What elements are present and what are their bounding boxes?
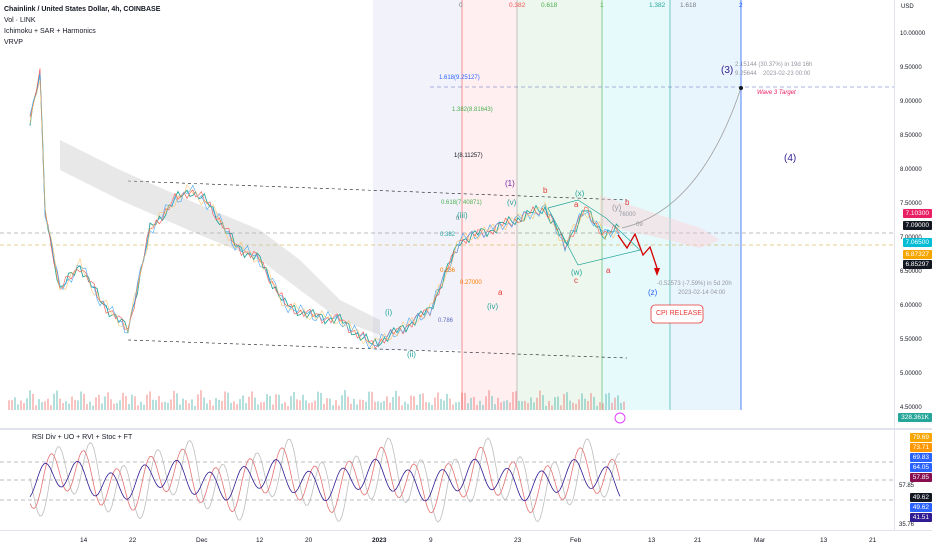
- fib-level-label: 0.382: [440, 232, 455, 238]
- fib-time-label: 0.618: [541, 2, 557, 9]
- wave-label: (i): [385, 308, 392, 317]
- wave3-target-label: Wave 3 Target: [757, 90, 796, 96]
- price-tick: 4.50000: [900, 405, 922, 411]
- osc-badge: 49.62: [910, 503, 932, 512]
- wave-label: (1): [505, 179, 515, 188]
- osc-badge: 64.05: [910, 463, 932, 472]
- fib-time-label: 0.382: [509, 2, 525, 9]
- wave-label: b: [543, 186, 547, 195]
- indicator-ichimoku[interactable]: Ichimoku + SAR + Harmonics: [4, 26, 160, 37]
- projection-down-date: 2023-02-14 04:00: [678, 290, 725, 296]
- wave-label: c: [574, 276, 578, 285]
- fib-time-zones: [373, 0, 741, 410]
- price-axis[interactable]: USD 10.00000 9.50000 9.00000 8.50000 8.00000…: [894, 0, 932, 428]
- price-tick: 6.00000: [900, 303, 922, 309]
- osc-badge: 49.62: [910, 493, 932, 502]
- osc-tick: 35.76: [899, 522, 914, 528]
- fib-level-label: 0.236: [440, 268, 455, 274]
- wave-label: a: [498, 288, 502, 297]
- fib-level-label: 0.786: [438, 318, 453, 324]
- wave-label: (v): [507, 198, 516, 207]
- wave-label: (ii): [407, 350, 416, 359]
- symbol-title[interactable]: Chainlink / United States Dollar, 4h, CO…: [4, 4, 160, 15]
- wave-label: (3): [721, 65, 733, 76]
- fib-level-label: 1.382(8.81643): [452, 107, 493, 113]
- projection-up-value: 9.25644: [735, 71, 757, 77]
- projection-up-text: 2.15144 (30.37%) in 19d 16h: [735, 62, 812, 68]
- time-label: 14: [80, 537, 87, 544]
- wave-label: (4): [784, 153, 796, 164]
- osc-badge: 41.51: [910, 513, 932, 522]
- projection-up-date: 2023-02-23 00:00: [763, 71, 810, 77]
- price-badge: 7.10300: [903, 209, 932, 218]
- osc-axis[interactable]: 57.85 35.76 79.69 73.71 69.83 64.05 57.8…: [894, 430, 932, 530]
- fib-level-label: 0.618(7.40871): [441, 200, 482, 206]
- chart-legend: Chainlink / United States Dollar, 4h, CO…: [4, 4, 160, 48]
- fib-time-label: 0: [459, 2, 463, 9]
- currency-label: USD: [901, 4, 914, 10]
- price-note: 76000: [619, 212, 636, 218]
- price-tick: 8.50000: [900, 133, 922, 139]
- price-note: 09: [636, 222, 643, 228]
- volume-badge: 328.361K: [898, 413, 932, 422]
- time-label: 13: [648, 537, 655, 544]
- price-tick: 6.50000: [900, 269, 922, 275]
- event-icon[interactable]: [615, 413, 625, 423]
- wave-label: (iv): [487, 302, 498, 311]
- fib-level-label: 1(8.11257): [454, 153, 483, 159]
- fib-time-label: 1.618: [680, 2, 696, 9]
- price-tick: 7.50000: [900, 201, 922, 207]
- time-axis[interactable]: 14 22 Dec 12 20 2023 9 23 Feb 13 21 Mar …: [0, 530, 932, 551]
- price-tick: 8.00000: [900, 167, 922, 173]
- indicator-vrvp[interactable]: VRVP: [4, 37, 160, 48]
- wave-label: a: [606, 266, 610, 275]
- wave-label: a: [574, 200, 578, 209]
- price-tick: 9.00000: [900, 99, 922, 105]
- wave-label: (x): [575, 189, 584, 198]
- fib-level-label: 0.27000: [460, 280, 482, 286]
- oscillator-panel[interactable]: [0, 430, 894, 530]
- osc-badge: 57.85: [910, 473, 932, 482]
- osc-badge: 69.83: [910, 453, 932, 462]
- osc-title[interactable]: RSI Div + UO + RVI + Stoc + FT: [32, 432, 132, 443]
- time-label: 22: [129, 537, 136, 544]
- osc-badge: 79.69: [910, 433, 932, 442]
- cpi-release-label: CPI RELEASE: [656, 310, 702, 317]
- price-tick: 9.50000: [900, 65, 922, 71]
- wave-label: (y): [612, 203, 621, 212]
- fib-time-label: 2: [739, 2, 743, 9]
- price-tick: 10.00000: [900, 31, 925, 37]
- fib-level-label: 1.618(9.25127): [439, 75, 480, 81]
- time-label: Feb: [570, 537, 581, 544]
- fib-time-label: 1.382: [649, 2, 665, 9]
- fib-time-label: 1: [600, 2, 604, 9]
- time-label: Mar: [754, 537, 765, 544]
- price-badge: 6.85297: [903, 260, 932, 269]
- wave-label: (z): [648, 288, 657, 297]
- time-label: 12: [256, 537, 263, 544]
- price-tick: 5.50000: [900, 337, 922, 343]
- time-label: 21: [694, 537, 701, 544]
- time-label: 2023: [372, 537, 386, 544]
- time-label: Dec: [196, 537, 208, 544]
- time-label: 23: [514, 537, 521, 544]
- osc-badge: 73.71: [910, 443, 932, 452]
- price-badge: 6.87327: [903, 250, 932, 259]
- time-label: 21: [869, 537, 876, 544]
- price-badge: 7.09000: [903, 221, 932, 230]
- wave-label: (iii): [457, 211, 468, 220]
- projection-down-text: -0.52573 (-7.59%) in 5d 20h: [657, 281, 732, 287]
- time-label: 13: [820, 537, 827, 544]
- wave-label: b: [625, 198, 629, 207]
- time-label: 20: [305, 537, 312, 544]
- price-tick: 5.00000: [900, 371, 922, 377]
- price-badge: 7.06500: [903, 238, 932, 247]
- time-label: 9: [429, 537, 433, 544]
- osc-tick: 57.85: [899, 483, 914, 489]
- indicator-volume[interactable]: Vol · LINK: [4, 15, 160, 26]
- target-marker: [739, 86, 743, 90]
